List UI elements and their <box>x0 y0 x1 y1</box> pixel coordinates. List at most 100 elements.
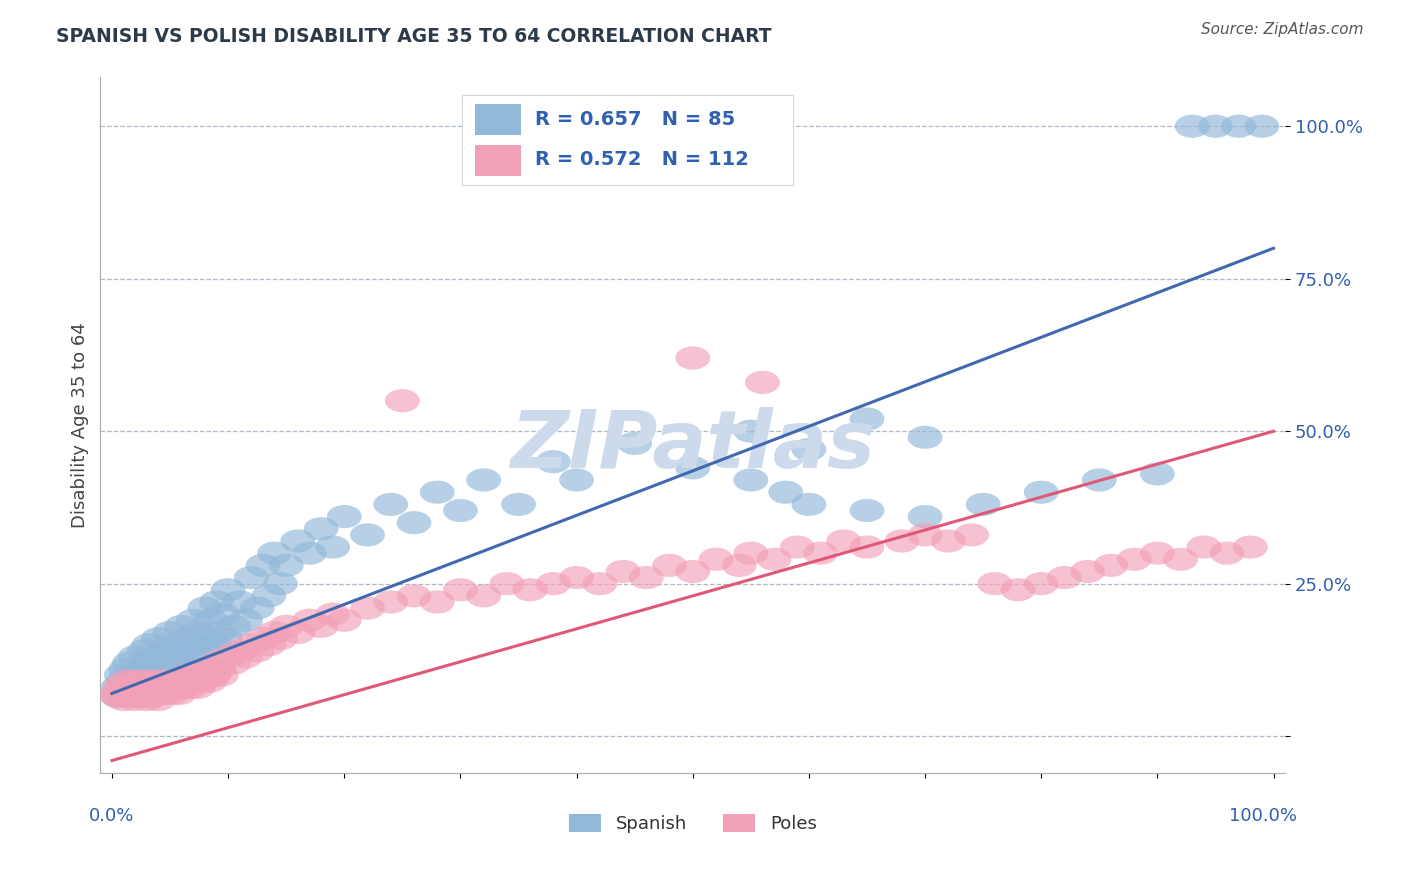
Ellipse shape <box>1140 541 1175 565</box>
Y-axis label: Disability Age 35 to 64: Disability Age 35 to 64 <box>72 322 89 528</box>
Ellipse shape <box>560 566 593 589</box>
Ellipse shape <box>908 425 942 449</box>
Ellipse shape <box>420 591 454 614</box>
Ellipse shape <box>1140 462 1175 485</box>
Ellipse shape <box>165 670 200 693</box>
Ellipse shape <box>745 371 780 394</box>
Ellipse shape <box>792 492 827 516</box>
Ellipse shape <box>100 681 135 705</box>
Ellipse shape <box>304 615 339 638</box>
Ellipse shape <box>143 670 179 693</box>
Ellipse shape <box>269 615 304 638</box>
Ellipse shape <box>1024 481 1059 504</box>
Ellipse shape <box>148 681 183 705</box>
Ellipse shape <box>1233 535 1268 558</box>
Ellipse shape <box>112 685 146 708</box>
Ellipse shape <box>104 664 139 687</box>
Ellipse shape <box>228 608 263 632</box>
Ellipse shape <box>197 664 232 687</box>
Ellipse shape <box>120 681 155 705</box>
Ellipse shape <box>756 548 792 571</box>
Ellipse shape <box>675 346 710 369</box>
Ellipse shape <box>233 633 269 657</box>
Ellipse shape <box>179 633 214 657</box>
Ellipse shape <box>200 651 233 674</box>
Ellipse shape <box>1209 541 1244 565</box>
Ellipse shape <box>955 524 988 547</box>
Text: Source: ZipAtlas.com: Source: ZipAtlas.com <box>1201 22 1364 37</box>
Ellipse shape <box>118 645 153 668</box>
Ellipse shape <box>1047 566 1081 589</box>
Ellipse shape <box>849 499 884 522</box>
Ellipse shape <box>115 664 150 687</box>
Ellipse shape <box>181 621 217 644</box>
Ellipse shape <box>146 640 181 663</box>
Ellipse shape <box>100 685 135 708</box>
Ellipse shape <box>141 688 176 711</box>
Ellipse shape <box>187 597 222 620</box>
Ellipse shape <box>908 524 942 547</box>
Ellipse shape <box>204 664 239 687</box>
Ellipse shape <box>107 681 141 705</box>
Ellipse shape <box>443 499 478 522</box>
Ellipse shape <box>675 456 710 479</box>
Ellipse shape <box>675 560 710 583</box>
Ellipse shape <box>803 541 838 565</box>
Ellipse shape <box>233 566 269 589</box>
Ellipse shape <box>396 584 432 607</box>
Ellipse shape <box>263 572 298 595</box>
Ellipse shape <box>326 608 361 632</box>
Ellipse shape <box>467 468 501 491</box>
Ellipse shape <box>193 608 228 632</box>
Text: 0.0%: 0.0% <box>89 807 134 825</box>
Ellipse shape <box>112 685 146 708</box>
Ellipse shape <box>134 681 169 705</box>
Ellipse shape <box>162 681 197 705</box>
Ellipse shape <box>127 681 162 705</box>
Ellipse shape <box>385 389 420 412</box>
Ellipse shape <box>193 670 226 693</box>
Ellipse shape <box>139 676 173 699</box>
Ellipse shape <box>129 651 165 674</box>
Ellipse shape <box>153 621 187 644</box>
Ellipse shape <box>208 627 243 650</box>
Ellipse shape <box>628 566 664 589</box>
Ellipse shape <box>374 591 408 614</box>
Ellipse shape <box>103 676 138 699</box>
Ellipse shape <box>1198 115 1233 138</box>
Ellipse shape <box>443 578 478 601</box>
Ellipse shape <box>173 645 208 668</box>
Ellipse shape <box>240 597 274 620</box>
Ellipse shape <box>1070 560 1105 583</box>
Ellipse shape <box>187 657 222 681</box>
Ellipse shape <box>155 645 190 668</box>
Ellipse shape <box>107 688 141 711</box>
Text: 100.0%: 100.0% <box>1229 807 1296 825</box>
Ellipse shape <box>240 640 274 663</box>
Ellipse shape <box>269 554 304 577</box>
Ellipse shape <box>467 584 501 607</box>
Ellipse shape <box>908 505 942 528</box>
Ellipse shape <box>501 492 536 516</box>
Ellipse shape <box>768 481 803 504</box>
Ellipse shape <box>721 554 756 577</box>
Ellipse shape <box>136 670 172 693</box>
Ellipse shape <box>977 572 1012 595</box>
Ellipse shape <box>217 615 252 638</box>
Ellipse shape <box>1244 115 1279 138</box>
Ellipse shape <box>1222 115 1256 138</box>
Ellipse shape <box>849 408 884 431</box>
Ellipse shape <box>257 541 292 565</box>
Ellipse shape <box>132 676 166 699</box>
Ellipse shape <box>150 670 186 693</box>
Ellipse shape <box>606 560 641 583</box>
Ellipse shape <box>172 670 207 693</box>
Ellipse shape <box>780 535 814 558</box>
Ellipse shape <box>124 685 159 708</box>
Ellipse shape <box>222 640 257 663</box>
Ellipse shape <box>200 591 233 614</box>
Ellipse shape <box>120 670 155 693</box>
Ellipse shape <box>155 681 190 705</box>
Ellipse shape <box>211 578 246 601</box>
Ellipse shape <box>129 688 165 711</box>
